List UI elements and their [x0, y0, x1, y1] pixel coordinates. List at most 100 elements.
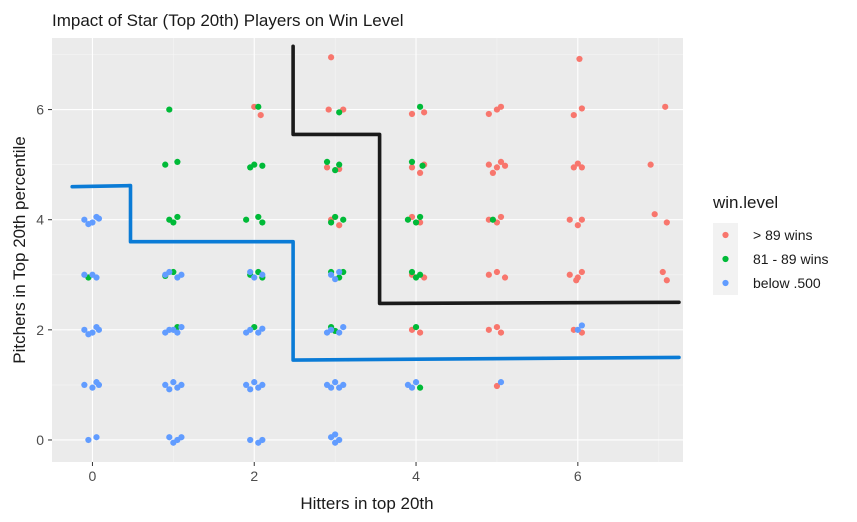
data-point [251, 379, 258, 386]
data-point [332, 213, 339, 221]
data-point [497, 158, 505, 165]
data-point [412, 274, 420, 281]
data-point [325, 106, 332, 113]
data-point [408, 384, 416, 391]
data-point [497, 329, 505, 336]
data-point [336, 109, 343, 116]
series-1 [85, 103, 496, 391]
data-point [170, 219, 177, 226]
data-point [493, 268, 501, 276]
points-layer [81, 54, 670, 446]
legend-label: 81 - 89 wins [753, 251, 828, 267]
data-point [416, 329, 424, 336]
data-point [485, 326, 492, 333]
data-point [162, 329, 169, 336]
data-point [162, 381, 169, 389]
data-point [247, 386, 254, 393]
data-point [166, 106, 173, 113]
data-point [493, 323, 501, 331]
x-tick-label: 2 [250, 468, 258, 484]
data-point [663, 277, 670, 284]
data-point [259, 271, 266, 278]
data-point [259, 162, 266, 169]
data-point [419, 162, 426, 169]
data-point [416, 169, 424, 177]
legend-item: > 89 wins [713, 223, 813, 247]
data-point [663, 219, 670, 226]
data-point [243, 381, 250, 389]
data-point [336, 436, 343, 444]
data-point [178, 381, 185, 389]
boundary-line-0 [291, 44, 681, 306]
data-point [259, 325, 266, 332]
data-point [489, 169, 496, 177]
data-point [255, 103, 262, 110]
data-point [323, 164, 331, 171]
data-point [85, 221, 92, 228]
data-point [162, 161, 169, 168]
data-point [178, 434, 185, 441]
data-point [662, 103, 669, 110]
data-point [95, 326, 103, 333]
data-point [501, 162, 509, 169]
data-point [570, 111, 577, 119]
data-point [255, 213, 262, 221]
data-point [578, 105, 585, 112]
data-point [332, 167, 339, 174]
data-point [485, 271, 492, 278]
data-point [485, 161, 492, 168]
data-point [659, 268, 666, 276]
data-point [327, 271, 335, 278]
data-point [166, 434, 173, 441]
data-point [259, 219, 266, 226]
data-point [81, 271, 88, 278]
data-point [178, 271, 185, 278]
data-point [576, 55, 583, 63]
series-2 [81, 213, 585, 446]
data-point [408, 268, 416, 276]
data-point [162, 271, 169, 278]
data-point [489, 216, 496, 223]
data-point [412, 219, 420, 226]
data-point [89, 384, 96, 391]
data-point [578, 216, 585, 223]
data-point [170, 326, 177, 333]
y-axis-ticks: 0 2 4 6 [36, 102, 52, 448]
legend-title: win.level [712, 193, 778, 212]
data-point [501, 274, 509, 281]
y-axis-title: Pitchers in Top 20th percentile [10, 136, 29, 363]
legend-label: below .500 [753, 275, 821, 291]
data-point [259, 436, 266, 444]
data-point [85, 436, 92, 444]
data-point [327, 219, 335, 226]
data-point [323, 329, 331, 336]
data-point [336, 222, 343, 229]
x-tick-label: 0 [89, 468, 97, 484]
data-point [81, 381, 88, 389]
x-tick-label: 4 [412, 468, 420, 484]
data-point [416, 213, 424, 221]
y-tick-label: 4 [36, 212, 44, 228]
data-point [493, 164, 501, 171]
data-point [327, 384, 335, 391]
data-point [247, 436, 254, 444]
legend-item: 81 - 89 wins [713, 247, 828, 271]
data-point [259, 381, 266, 389]
data-point [81, 326, 88, 333]
data-point [574, 222, 581, 229]
data-point [332, 431, 339, 438]
data-point [497, 213, 505, 221]
x-axis-ticks: 0 2 4 6 [89, 462, 582, 484]
data-point [574, 326, 581, 333]
legend-label: > 89 wins [753, 227, 813, 243]
data-point [485, 110, 492, 118]
data-point [404, 216, 412, 223]
y-tick-label: 2 [36, 322, 44, 338]
data-point [81, 216, 88, 223]
data-point [323, 158, 331, 165]
data-point [251, 274, 258, 281]
data-point [408, 110, 416, 118]
data-point [340, 216, 347, 223]
data-point [416, 103, 424, 110]
